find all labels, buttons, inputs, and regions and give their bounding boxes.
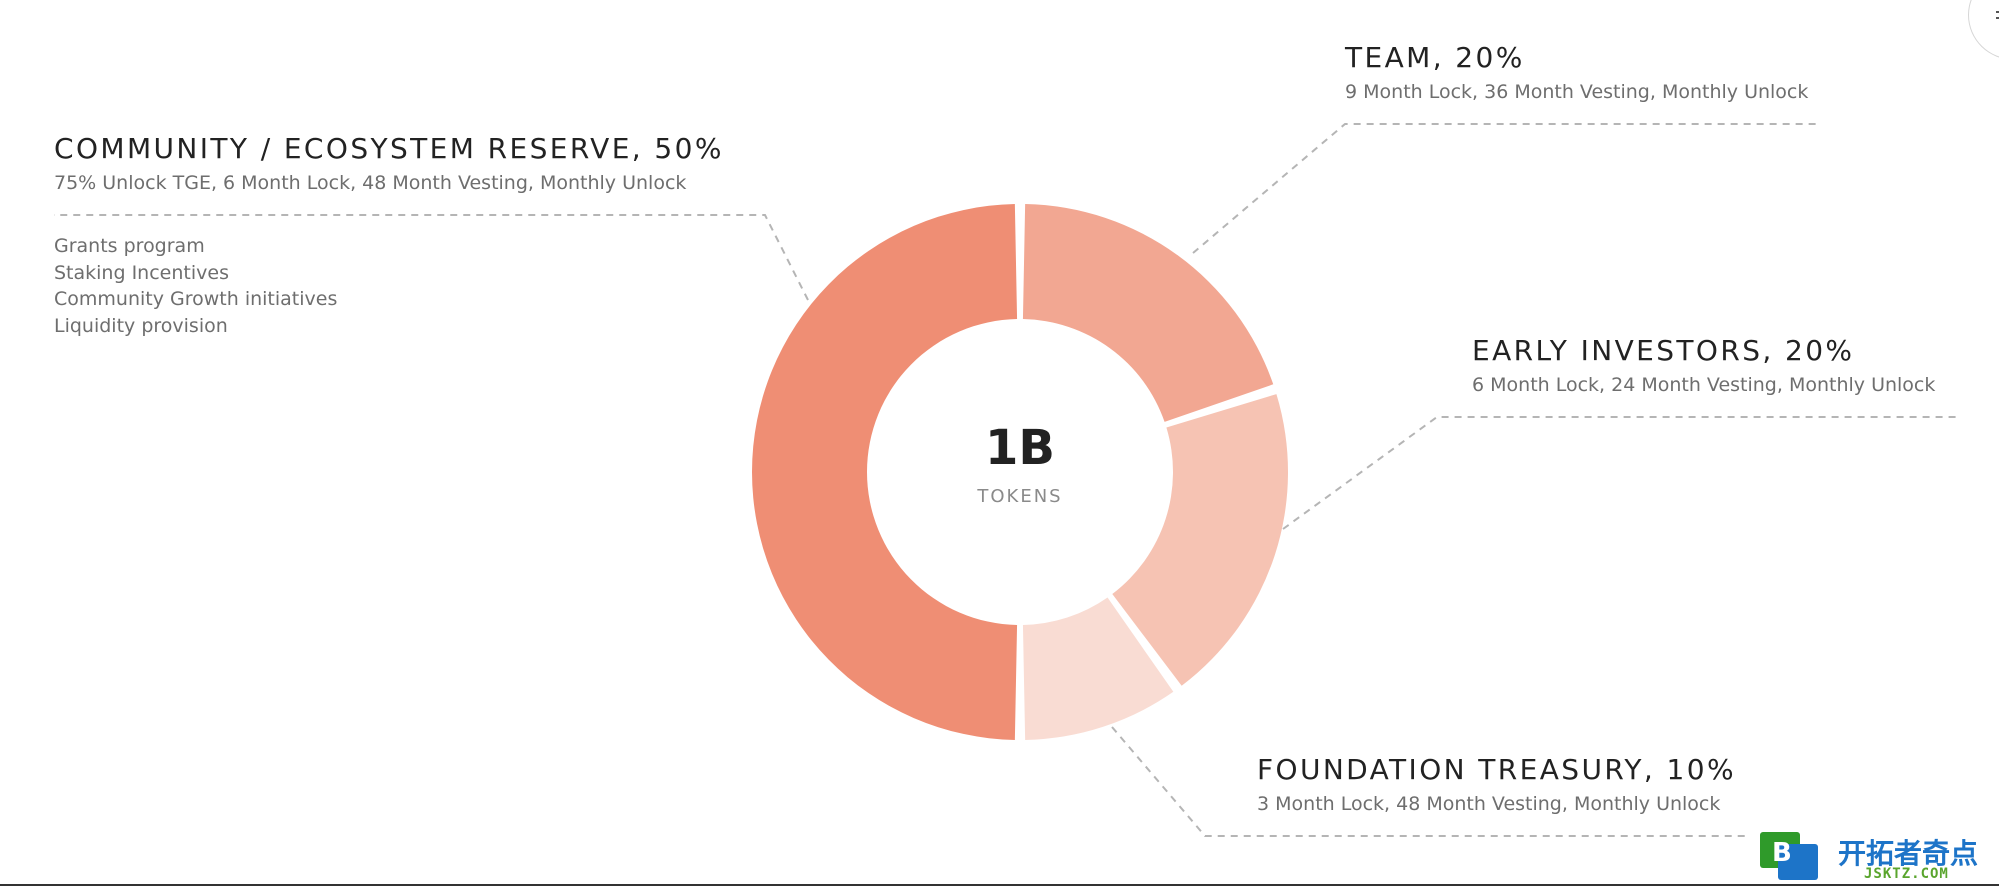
label-team-title: TEAM, 20% — [1345, 41, 1525, 74]
note-item: Staking Incentives — [54, 261, 229, 284]
slice-foundation-treasury — [1022, 597, 1174, 740]
note-item: Grants program — [54, 235, 205, 257]
b-logo-icon: B — [1760, 832, 1818, 880]
watermark: B 开拓者奇点 JSKTZ.COM — [1760, 830, 1999, 886]
label-treasury-title: FOUNDATION TREASURY, 10% — [1257, 753, 1736, 786]
label-investors-subtitle: 6 Month Lock, 24 Month Vesting, Monthly … — [1472, 374, 1936, 396]
label-community-title: COMMUNITY / ECOSYSTEM RESERVE, 50% — [54, 132, 724, 165]
slice-team — [1022, 204, 1274, 422]
donut-center-unit: TOKENS — [977, 486, 1063, 507]
watermark-text: 开拓者奇点 — [1838, 837, 1979, 870]
community-notes-list: Grants program Staking Incentives Commun… — [54, 233, 337, 339]
label-investors-title: EARLY INVESTORS, 20% — [1472, 334, 1855, 367]
bottom-divider — [0, 884, 1999, 886]
leader-early-investors — [1282, 416, 1960, 530]
label-treasury-subtitle: 3 Month Lock, 48 Month Vesting, Monthly … — [1257, 793, 1721, 815]
menu-icon — [1996, 11, 1999, 13]
svg-text:B: B — [1772, 838, 1792, 868]
slice-early-investors — [1112, 394, 1288, 686]
label-community-subtitle: 75% Unlock TGE, 6 Month Lock, 48 Month V… — [54, 172, 687, 194]
leader-foundation-treasury — [1111, 726, 1750, 837]
watermark-url: JSKTZ.COM — [1864, 866, 1949, 882]
note-item: Liquidity provision — [54, 314, 228, 337]
donut-center-value: 1B — [985, 420, 1055, 476]
slice-community-reserve — [752, 204, 1018, 740]
label-team-subtitle: 9 Month Lock, 36 Month Vesting, Monthly … — [1345, 81, 1809, 103]
leader-team — [1192, 123, 1818, 254]
note-item: Community Growth initiatives — [54, 288, 338, 310]
leader-community-reserve — [54, 214, 809, 301]
